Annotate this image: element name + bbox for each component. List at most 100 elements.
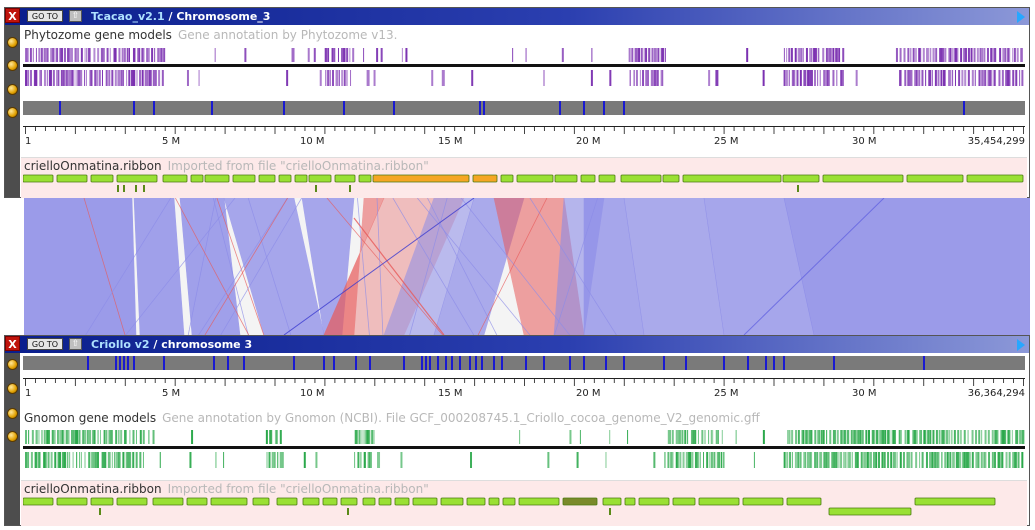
gene-model[interactable]	[69, 452, 71, 468]
synteny-block[interactable]	[638, 497, 670, 506]
gene-model[interactable]	[840, 452, 843, 468]
synteny-block[interactable]	[210, 497, 248, 506]
gene-model[interactable]	[150, 70, 153, 86]
gene-model[interactable]	[279, 452, 283, 468]
gene-model[interactable]	[647, 48, 650, 62]
gene-model[interactable]	[849, 452, 851, 468]
synteny-link[interactable]	[357, 198, 370, 335]
gene-model[interactable]	[979, 430, 981, 444]
gene-model[interactable]	[139, 452, 142, 468]
gene-model[interactable]	[844, 452, 847, 468]
gene-model[interactable]	[913, 430, 916, 444]
gene-model[interactable]	[77, 70, 81, 86]
gene-model[interactable]	[664, 452, 666, 468]
gene-model[interactable]	[919, 430, 922, 444]
gene-model[interactable]	[1002, 48, 1005, 62]
gene-model[interactable]	[799, 70, 802, 86]
gene-model[interactable]	[373, 430, 375, 444]
bottom-goto-button[interactable]: GO TO	[27, 338, 63, 350]
gene-model[interactable]	[825, 70, 828, 86]
gene-model[interactable]	[827, 452, 830, 468]
gene-model[interactable]	[828, 48, 832, 62]
gene-model[interactable]	[609, 430, 611, 444]
gene-model[interactable]	[795, 430, 798, 444]
synteny-block[interactable]	[828, 507, 912, 516]
gene-model[interactable]	[269, 430, 272, 444]
gene-model[interactable]	[968, 452, 971, 468]
gene-model[interactable]	[803, 452, 806, 468]
gene-model[interactable]	[126, 70, 128, 86]
top-ribbon-blocks[interactable]	[23, 174, 1025, 196]
gene-model[interactable]	[47, 430, 50, 444]
gene-model[interactable]	[156, 48, 159, 62]
gene-model[interactable]	[647, 70, 649, 86]
gene-model[interactable]	[101, 452, 104, 468]
gene-model[interactable]	[25, 48, 27, 62]
gene-model[interactable]	[46, 70, 48, 86]
gene-model[interactable]	[949, 452, 952, 468]
assembly-gap-mark[interactable]	[569, 356, 571, 370]
gene-model[interactable]	[118, 430, 120, 444]
bottom-ribbon-track[interactable]: crielloOnmatina.ribbon Imported from file…	[21, 480, 1027, 526]
gene-model[interactable]	[69, 70, 72, 86]
gene-model[interactable]	[679, 452, 682, 468]
gene-model[interactable]	[806, 430, 809, 444]
gene-model[interactable]	[576, 452, 579, 468]
gene-model[interactable]	[313, 48, 316, 62]
gene-model[interactable]	[124, 430, 127, 444]
gene-model[interactable]	[898, 430, 901, 444]
track-handle-knob[interactable]	[7, 359, 18, 370]
gene-model[interactable]	[198, 70, 200, 86]
gene-model[interactable]	[343, 70, 346, 86]
gene-model[interactable]	[915, 70, 918, 86]
bottom-genome-name[interactable]: Criollo v2	[91, 338, 150, 351]
assembly-gap-mark[interactable]	[483, 101, 485, 115]
top-gene-models[interactable]	[23, 48, 1025, 92]
gene-model[interactable]	[366, 70, 370, 86]
gene-model[interactable]	[867, 430, 870, 444]
gene-model[interactable]	[628, 48, 631, 62]
gene-model[interactable]	[801, 48, 803, 62]
gene-model[interactable]	[806, 452, 809, 468]
gene-model[interactable]	[943, 48, 945, 62]
gene-model[interactable]	[655, 70, 658, 86]
gene-model[interactable]	[366, 430, 369, 444]
synteny-link[interactable]	[460, 198, 571, 335]
gene-model[interactable]	[710, 452, 713, 468]
gene-model[interactable]	[984, 452, 987, 468]
synteny-block[interactable]	[472, 174, 498, 183]
synteny-block[interactable]	[682, 174, 782, 183]
gene-model[interactable]	[865, 430, 868, 444]
gene-model[interactable]	[79, 452, 81, 468]
gene-model[interactable]	[939, 48, 943, 62]
assembly-gap-mark[interactable]	[437, 356, 439, 370]
gene-model[interactable]	[60, 70, 63, 86]
gene-model[interactable]	[1013, 48, 1016, 62]
gene-model[interactable]	[879, 430, 882, 444]
gene-model[interactable]	[818, 48, 820, 62]
gene-model[interactable]	[90, 452, 93, 468]
top-chromosome-name[interactable]: Chromosome_3	[176, 10, 271, 23]
synteny-block[interactable]	[334, 174, 356, 183]
synteny-link[interactable]	[283, 198, 475, 335]
assembly-gap-mark[interactable]	[115, 356, 117, 370]
gene-model[interactable]	[712, 430, 714, 444]
assembly-gap-mark[interactable]	[429, 356, 431, 370]
track-handle-knob[interactable]	[7, 37, 18, 48]
gene-model[interactable]	[960, 48, 963, 62]
gene-model[interactable]	[59, 452, 62, 468]
synteny-block[interactable]	[278, 174, 292, 183]
gene-model[interactable]	[835, 48, 838, 62]
gene-model[interactable]	[653, 48, 656, 62]
gene-model[interactable]	[945, 430, 949, 444]
synteny-block[interactable]	[598, 174, 616, 183]
assembly-gap-mark[interactable]	[451, 356, 453, 370]
gene-model[interactable]	[963, 48, 966, 62]
gene-model[interactable]	[591, 48, 593, 62]
synteny-block[interactable]	[782, 174, 820, 183]
gene-model[interactable]	[976, 48, 979, 62]
synteny-link[interactable]	[353, 217, 445, 335]
gene-model[interactable]	[967, 48, 970, 62]
gene-model[interactable]	[822, 430, 825, 444]
gene-model[interactable]	[96, 452, 99, 468]
